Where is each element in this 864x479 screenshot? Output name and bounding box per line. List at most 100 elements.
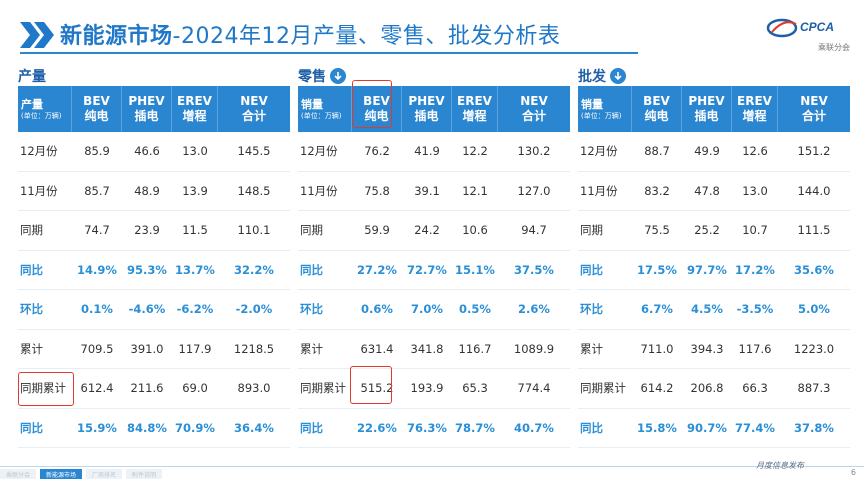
row-label: 同期累计 <box>20 381 66 396</box>
cell-phev: 4.5% <box>691 302 723 317</box>
table-body: 12月份 88.7 49.9 12.6 151.2 11月份 83.2 47.8 13.0 144… <box>578 132 850 448</box>
cell-erev: -3.5% <box>736 302 774 317</box>
cell-bev: 59.9 <box>364 223 390 238</box>
cell-bev: 711.0 <box>640 341 674 356</box>
cell-nev: 36.4% <box>234 420 274 435</box>
cell-bev: 631.4 <box>360 341 394 356</box>
cell-erev: 15.1% <box>455 262 495 277</box>
cell-erev: 13.0 <box>182 144 208 159</box>
cell-bev: 6.7% <box>641 302 673 317</box>
table-row: 12月份 76.2 41.9 12.2 130.2 <box>298 132 570 172</box>
table-row: 11月份 75.8 39.1 12.1 127.0 <box>298 172 570 211</box>
cell-nev: 1223.0 <box>793 341 835 356</box>
cell-bev: 15.9% <box>77 420 117 435</box>
table-row: 环比 6.7% 4.5% -3.5% 5.0% <box>578 290 850 330</box>
table-row: 同期 74.7 23.9 11.5 110.1 <box>18 211 290 251</box>
header-cell-erev: EREV 增程 <box>452 86 498 132</box>
cell-phev: 7.0% <box>411 302 443 317</box>
logo-subtext: 乘联分会 <box>818 43 850 52</box>
row-label: 同比 <box>580 262 603 277</box>
section-heading-wholesale: 批发 <box>578 66 626 86</box>
footer-tab[interactable]: 厂商排名 <box>86 469 123 479</box>
row-label: 同期累计 <box>300 381 346 396</box>
row-label: 同比 <box>300 420 323 435</box>
cell-erev: 12.2 <box>462 144 488 159</box>
cell-erev: 12.1 <box>462 183 488 198</box>
arrow-down-circle-icon <box>330 68 346 84</box>
section-heading-retail: 零售 <box>298 66 346 86</box>
row-label: 12月份 <box>300 144 338 159</box>
table-wholesale: 销量 (单位：万辆) BEV 纯电 PHEV 插电 EREV 增程 NEV 合计 12月份… <box>578 86 850 448</box>
cell-nev: 94.7 <box>521 223 547 238</box>
cell-bev: 88.7 <box>644 144 670 159</box>
row-label: 同期累计 <box>580 381 626 396</box>
table-row: 累计 631.4 341.8 116.7 1089.9 <box>298 330 570 369</box>
cell-phev: 72.7% <box>407 262 447 277</box>
cell-phev: 211.6 <box>130 381 164 396</box>
cell-erev: 69.0 <box>182 381 208 396</box>
cell-erev: 10.7 <box>742 223 768 238</box>
cell-nev: 893.0 <box>237 381 271 396</box>
cell-erev: 78.7% <box>455 420 495 435</box>
cell-bev: 709.5 <box>80 341 114 356</box>
cell-nev: 35.6% <box>794 262 834 277</box>
cell-bev: 27.2% <box>357 262 397 277</box>
cell-phev: 193.9 <box>410 381 444 396</box>
cell-erev: 70.9% <box>175 420 215 435</box>
row-label: 累计 <box>580 341 603 356</box>
double-chevron-icon <box>20 22 54 48</box>
table-header: 销量 (单位：万辆) BEV 纯电 PHEV 插电 EREV 增程 NEV 合计 <box>578 86 850 132</box>
header-cell-bev: BEV 纯电 <box>352 86 402 132</box>
cell-bev: 15.8% <box>637 420 677 435</box>
table-production: 产量 (单位：万辆) BEV 纯电 PHEV 插电 EREV 增程 NEV 合计 12月份… <box>18 86 290 448</box>
cell-phev: 84.8% <box>127 420 167 435</box>
cell-nev: 151.2 <box>797 144 831 159</box>
header-cell-erev: EREV 增程 <box>172 86 218 132</box>
cell-nev: 145.5 <box>237 144 271 159</box>
cell-phev: 76.3% <box>407 420 447 435</box>
row-label: 累计 <box>300 341 323 356</box>
row-label: 环比 <box>580 302 603 317</box>
table-row: 同期 75.5 25.2 10.7 111.5 <box>578 211 850 251</box>
title-bold: 新能源市场 <box>60 24 173 49</box>
footer-tab-active[interactable]: 新能源市场 <box>40 469 83 479</box>
footer-tab[interactable]: 附件说明 <box>126 469 163 479</box>
cell-bev: 85.9 <box>84 144 110 159</box>
cell-bev: 76.2 <box>364 144 390 159</box>
cell-bev: 515.2 <box>360 381 394 396</box>
section-heading-label: 批发 <box>578 69 606 85</box>
cell-phev: 46.6 <box>134 144 160 159</box>
cpca-logo: CPCA <box>766 18 834 38</box>
cell-phev: 39.1 <box>414 183 440 198</box>
footer-brand: 月度信息发布 <box>756 461 804 470</box>
cell-phev: 97.7% <box>687 262 727 277</box>
table-row: 同期累计 614.2 206.8 66.3 887.3 <box>578 369 850 409</box>
table-row: 同比 14.9% 95.3% 13.7% 32.2% <box>18 251 290 290</box>
cell-phev: 23.9 <box>134 223 160 238</box>
cell-bev: 74.7 <box>84 223 110 238</box>
cell-nev: 40.7% <box>514 420 554 435</box>
title-underline <box>20 52 638 54</box>
annotation-box-retail-bev-header <box>352 80 392 128</box>
row-label: 11月份 <box>300 183 338 198</box>
table-row: 同期 59.9 24.2 10.6 94.7 <box>298 211 570 251</box>
cell-erev: 117.9 <box>178 341 212 356</box>
footer-tab[interactable]: 乘联分会 <box>0 469 37 479</box>
table-row: 同比 15.9% 84.8% 70.9% 36.4% <box>18 409 290 448</box>
cell-phev: 24.2 <box>414 223 440 238</box>
cell-erev: 10.6 <box>462 223 488 238</box>
row-label: 环比 <box>300 302 323 317</box>
cell-phev: 95.3% <box>127 262 167 277</box>
cell-phev: 41.9 <box>414 144 440 159</box>
row-label: 环比 <box>20 302 43 317</box>
cell-phev: 341.8 <box>410 341 444 356</box>
section-heading-production: 产量 <box>18 66 46 86</box>
row-label: 累计 <box>20 341 43 356</box>
row-label: 同期 <box>580 223 603 238</box>
header-cell-nev: NEV 合计 <box>800 94 828 123</box>
page-header: 新能源市场-2024年12月产量、零售、批发分析表 CPCA 乘联分会 <box>0 0 864 58</box>
cell-nev: 1218.5 <box>233 341 275 356</box>
header-cell-erev: EREV 增程 <box>732 86 778 132</box>
cell-nev: 127.0 <box>517 183 551 198</box>
cell-erev: 116.7 <box>458 341 492 356</box>
